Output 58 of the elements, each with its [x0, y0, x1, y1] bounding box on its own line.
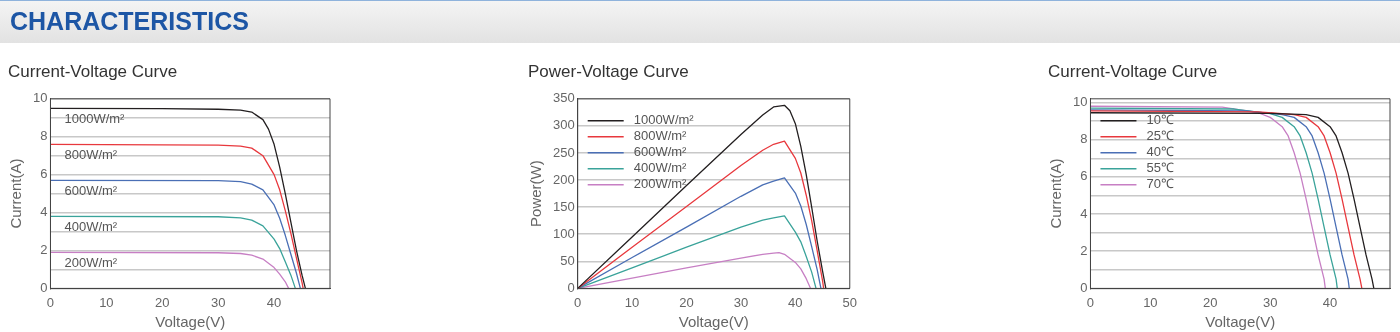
legend-label: 600W/m² — [633, 144, 688, 160]
x-axis-title: Voltage(V) — [155, 313, 226, 331]
legend-label: 800W/m² — [633, 128, 688, 144]
y-tick-label: 150 — [552, 198, 575, 214]
y-axis-title: Power(W) — [527, 160, 545, 227]
x-tick-label: 30 — [1262, 294, 1278, 310]
series-label: 800W/m² — [64, 146, 118, 162]
series-label: 1000W/m² — [64, 110, 126, 126]
y-tick-label: 50 — [560, 252, 575, 268]
y-tick-label: 10 — [32, 90, 48, 106]
y-tick-label: 2 — [1080, 242, 1088, 258]
series-label: 400W/m² — [64, 218, 118, 234]
y-tick-label: 250 — [552, 144, 575, 160]
series-label: 600W/m² — [64, 182, 118, 198]
y-tick-label: 8 — [40, 128, 48, 144]
x-tick-label: 50 — [842, 294, 857, 310]
x-tick-label: 40 — [788, 294, 803, 310]
x-tick-label: 30 — [733, 294, 749, 310]
y-tick-label: 4 — [40, 204, 48, 220]
y-tick-label: 0 — [40, 279, 48, 295]
legend-label: 70℃ — [1146, 176, 1174, 192]
x-axis-title: Voltage(V) — [678, 313, 749, 331]
x-tick-label: 10 — [99, 294, 114, 310]
legend-label: 200W/m² — [633, 176, 688, 192]
x-tick-label: 10 — [1143, 294, 1158, 310]
text: CHARACTERISTICS — [10, 7, 249, 36]
legend-label: 10℃ — [1146, 112, 1174, 128]
legend-label: 400W/m² — [633, 160, 688, 176]
y-tick-label: 6 — [40, 166, 48, 182]
x-tick-label: 10 — [624, 294, 640, 310]
x-axis-title: Voltage(V) — [1205, 313, 1276, 331]
y-tick-label: 0 — [567, 279, 575, 295]
legend-label: 55℃ — [1146, 160, 1174, 176]
y-axis-title: Current(A) — [7, 158, 25, 229]
y-tick-label: 2 — [40, 242, 48, 258]
x-tick-label: 40 — [1322, 294, 1338, 310]
legend-label: 40℃ — [1146, 144, 1174, 160]
chart-title: Current-Voltage Curve — [8, 62, 179, 83]
y-tick-label: 0 — [1080, 279, 1088, 295]
chart-title: Power-Voltage Curve — [528, 62, 690, 83]
x-tick-label: 40 — [266, 294, 282, 310]
y-axis-title: Current(A) — [1047, 158, 1065, 229]
x-tick-label: 30 — [210, 294, 226, 310]
y-tick-label: 8 — [1080, 131, 1088, 147]
x-tick-label: 20 — [679, 294, 694, 310]
legend-label: 1000W/m² — [633, 112, 695, 128]
x-tick-label: 20 — [155, 294, 170, 310]
y-tick-label: 100 — [552, 225, 575, 241]
y-tick-label: 300 — [552, 117, 575, 133]
y-tick-label: 6 — [1080, 168, 1088, 184]
y-tick-label: 350 — [552, 90, 575, 106]
y-tick-label: 200 — [552, 171, 575, 187]
y-tick-label: 4 — [1080, 205, 1088, 221]
series-label: 200W/m² — [64, 254, 118, 270]
y-tick-label: 10 — [1072, 94, 1088, 110]
x-tick-label: 20 — [1203, 294, 1218, 310]
chart-title: Current-Voltage Curve — [1048, 62, 1219, 83]
legend-label: 25℃ — [1146, 128, 1174, 144]
